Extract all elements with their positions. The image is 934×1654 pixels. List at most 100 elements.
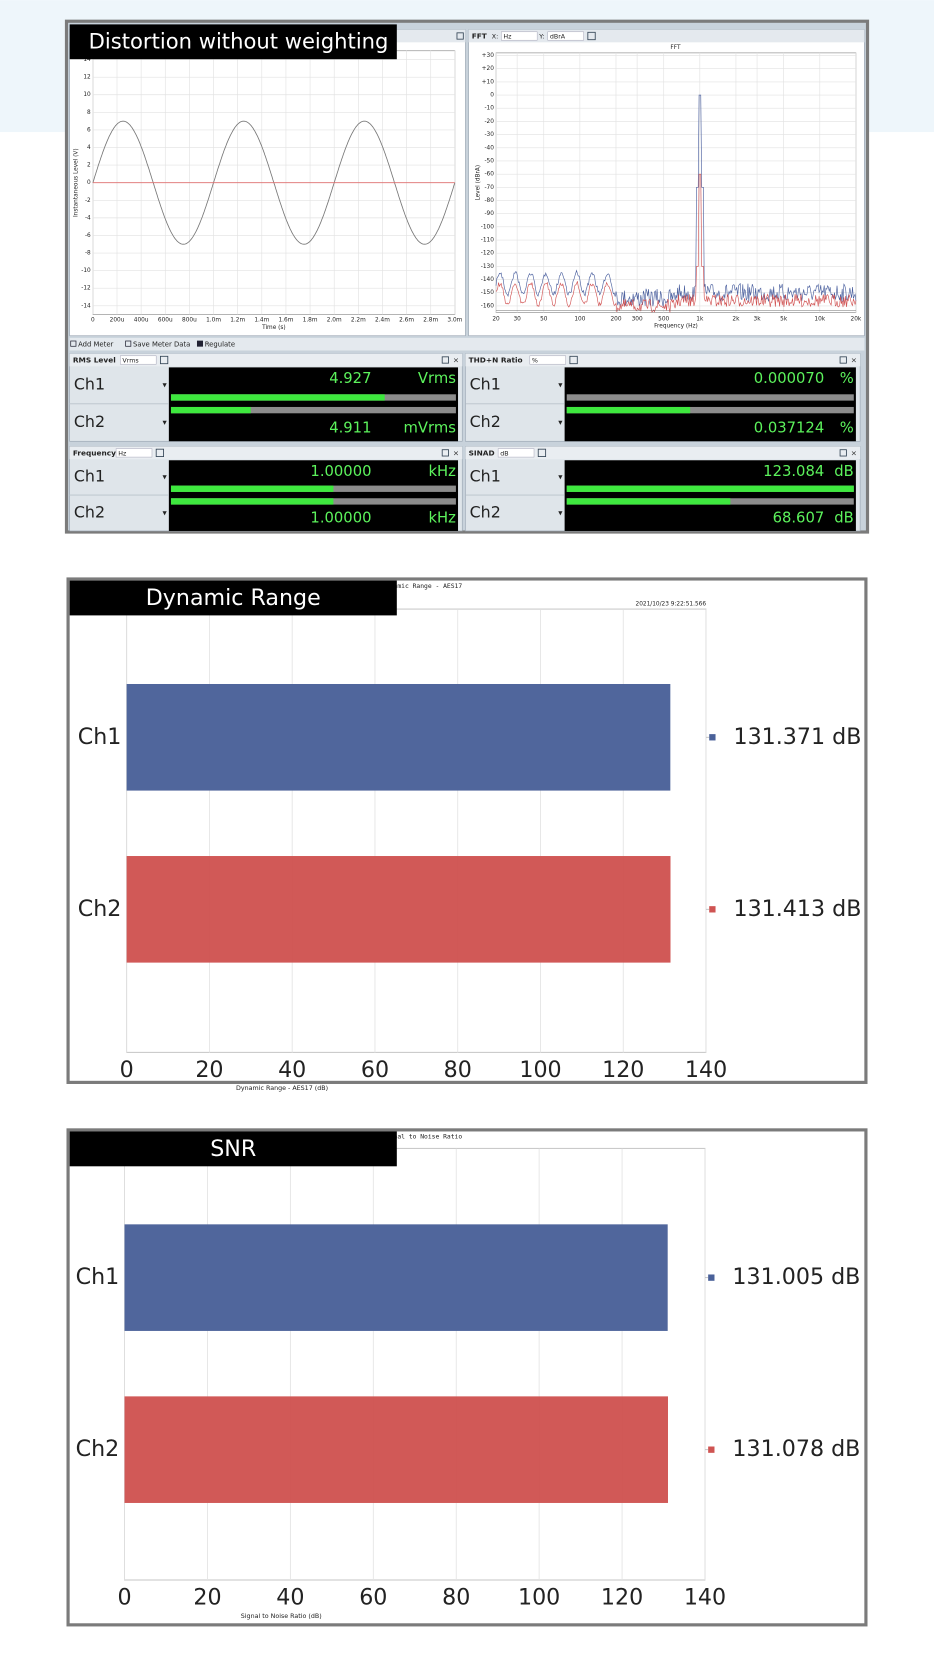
- meter-unit: Hz: [118, 450, 127, 457]
- x-tick-label: 100: [574, 316, 585, 322]
- meter-display: [168, 460, 459, 531]
- channel-label: Ch1: [470, 467, 501, 486]
- channel-label: Ch1: [470, 375, 501, 394]
- y-tick-label: -30: [484, 132, 494, 138]
- dropdown: [497, 448, 535, 458]
- y-tick-label: -40: [484, 145, 494, 151]
- level-bar: [170, 498, 334, 505]
- meter-value-unit: %: [840, 370, 854, 387]
- value-label: 131.371 dB: [733, 724, 861, 750]
- y-tick-label: 8: [87, 110, 91, 116]
- x-tick-label: 0: [91, 317, 95, 323]
- popout-icon: [441, 356, 449, 364]
- x-axis-label: Time (s): [261, 325, 286, 331]
- x-tick-label: 300: [632, 316, 643, 322]
- channel-dropdown: ▾: [558, 508, 563, 518]
- close-icon: ×: [851, 356, 857, 365]
- channel-label: Ch2: [74, 412, 105, 431]
- meter-header: [465, 446, 861, 460]
- y-axis-label: Instantaneous Level (V): [73, 148, 79, 217]
- y-tick-label: -90: [484, 211, 494, 217]
- dropdown: [501, 31, 538, 41]
- channel-dropdown: ▾: [558, 380, 563, 390]
- x-tick-label: 20: [193, 1584, 221, 1610]
- y-tick-label: -100: [481, 224, 494, 230]
- x-tick-label: 40: [276, 1584, 304, 1610]
- x-tick-label: 20: [195, 1057, 223, 1083]
- settings-icon: [159, 355, 169, 365]
- channel-label: Ch2: [470, 503, 501, 522]
- settings-icon: [569, 355, 578, 365]
- level-bar: [170, 406, 251, 414]
- toolbar-button[interactable]: Regulate: [205, 341, 235, 349]
- y-tick-label: -80: [484, 198, 494, 204]
- y-tick-label: +10: [482, 79, 495, 85]
- y-tick-label: -6: [85, 233, 91, 239]
- meter-value: 4.927: [329, 370, 371, 387]
- x-tick-label: 80: [444, 1057, 472, 1083]
- meter-value: 1.00000: [310, 463, 371, 480]
- meter-value: 0.000070: [754, 370, 824, 387]
- meter-title: THD+N Ratio: [469, 356, 523, 365]
- caption-box: [69, 1131, 397, 1167]
- bar: [124, 1224, 668, 1331]
- y-tick-label: -140: [481, 277, 494, 283]
- level-bar-track: [170, 406, 456, 414]
- x-tick-label: 3k: [754, 316, 762, 322]
- fft-plot-title: FFT: [670, 45, 681, 51]
- meter-value: 1.00000: [310, 509, 371, 526]
- meter-display: [564, 367, 856, 442]
- x-tick-label: 30: [513, 316, 521, 322]
- x-tick-label: 140: [684, 1584, 726, 1610]
- popout-icon: [441, 449, 449, 457]
- meter-value-unit: dB: [834, 509, 854, 526]
- y-tick-label: 14: [83, 57, 91, 63]
- legend-marker: [709, 734, 716, 741]
- value-label: 131.005 dB: [732, 1264, 860, 1290]
- spectrum-ch2: [495, 173, 857, 313]
- y-tick-label: -120: [481, 251, 494, 257]
- x-tick-label: 5k: [780, 316, 788, 322]
- close-icon: ×: [453, 356, 459, 365]
- toolbar-icon: [196, 340, 203, 347]
- meter-title: SINAD: [469, 448, 495, 457]
- meter-title: RMS Level: [73, 356, 116, 365]
- y-tick-label: +30: [482, 53, 495, 59]
- meter-value-unit: dB: [834, 463, 854, 480]
- channel-dropdown: ▾: [163, 417, 168, 427]
- x-tick-label: 60: [361, 1057, 389, 1083]
- popout-icon: [456, 32, 464, 40]
- meter-unit: %: [532, 358, 538, 365]
- meter-value-unit: %: [840, 420, 854, 437]
- caption: Dynamic Range: [146, 585, 321, 611]
- caption-box: [69, 24, 397, 60]
- y-tick-label: -110: [481, 238, 494, 244]
- x-tick-label: 500: [658, 316, 669, 322]
- y-tick-label: -12: [81, 286, 91, 292]
- bar: [126, 683, 671, 791]
- y-tick-label: -10: [484, 106, 494, 112]
- settings-icon: [155, 448, 165, 457]
- fft-y-axis: Y:: [538, 34, 544, 41]
- x-tick-label: 0: [117, 1584, 131, 1610]
- meter-display: [564, 460, 856, 531]
- toolbar-icon: [125, 340, 132, 347]
- x-axis-label: Signal to Noise Ratio (dB): [241, 1613, 322, 1620]
- fft-x-unit: Hz: [503, 34, 512, 41]
- meter-value: 68.607: [773, 509, 825, 526]
- toolbar-button[interactable]: Add Meter: [78, 341, 113, 349]
- x-tick-label: 100: [518, 1584, 560, 1610]
- y-tick-label: -8: [85, 251, 91, 257]
- legend-marker: [708, 1274, 715, 1281]
- dropdown: [529, 355, 566, 365]
- x-tick-label: 0: [120, 1057, 134, 1083]
- toolbar-button[interactable]: Save Meter Data: [133, 341, 190, 349]
- y-tick-label: -60: [484, 172, 494, 178]
- meter-header: [69, 446, 463, 460]
- bar: [126, 856, 671, 963]
- toolbar: [69, 337, 865, 351]
- x-tick-label: 200: [610, 316, 621, 322]
- x-tick-label: 20k: [851, 316, 862, 322]
- category-label: Ch2: [78, 896, 122, 922]
